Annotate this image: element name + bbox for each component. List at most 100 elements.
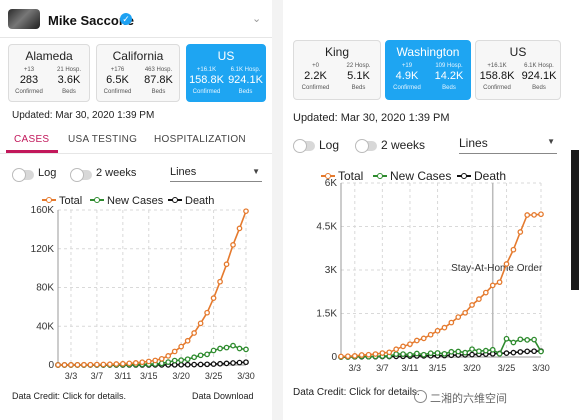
data-point-total[interactable] xyxy=(100,361,107,368)
data-point-new-cases[interactable] xyxy=(420,351,427,358)
data-point-new-cases[interactable] xyxy=(243,346,249,353)
data-point-total[interactable] xyxy=(531,212,537,218)
data-point-new-cases[interactable] xyxy=(171,357,178,364)
data-point-new-cases[interactable] xyxy=(210,347,217,354)
data-credit-link[interactable]: Data Credit: Click for details. xyxy=(12,391,127,401)
legend-new-cases[interactable]: New Cases xyxy=(90,195,163,207)
data-point-new-cases[interactable] xyxy=(469,346,475,353)
data-point-new-cases[interactable] xyxy=(531,336,537,343)
chart-type-select[interactable]: Lines ▼ xyxy=(459,136,557,154)
data-point-new-cases[interactable] xyxy=(476,348,482,355)
tab-cases[interactable]: CASES xyxy=(14,134,50,145)
data-point-new-cases[interactable] xyxy=(400,351,406,357)
data-point-total[interactable] xyxy=(503,261,510,267)
data-point-total[interactable] xyxy=(469,302,475,308)
avatar[interactable] xyxy=(8,9,40,29)
data-point-total[interactable] xyxy=(414,337,420,344)
data-point-total[interactable] xyxy=(427,331,434,338)
data-point-death[interactable] xyxy=(191,361,197,368)
data-point-new-cases[interactable] xyxy=(414,350,420,357)
data-point-death[interactable] xyxy=(204,361,210,368)
data-point-new-cases[interactable] xyxy=(393,351,400,357)
data-point-total[interactable] xyxy=(455,314,462,320)
data-point-total[interactable] xyxy=(236,225,243,232)
region-card-alameda[interactable]: Alameda +13 21 Hosp. 283 3.6K Confirmed … xyxy=(8,44,90,102)
data-point-death[interactable] xyxy=(510,349,517,356)
data-point-new-cases[interactable] xyxy=(455,348,462,355)
region-card-washington[interactable]: Washington +19 109 Hosp. 4.9K 14.2K Conf… xyxy=(385,40,471,100)
data-point-total[interactable] xyxy=(338,353,344,360)
washington-cases-chart[interactable]: 0 1.5K 3K 4.5K 6K 3/3 3/7 3/11 3/15 3/20 3/25 3/30 S… xyxy=(283,0,569,420)
data-point-total[interactable] xyxy=(107,361,113,368)
data-point-total[interactable] xyxy=(191,330,197,336)
data-point-total[interactable] xyxy=(74,361,81,368)
data-point-new-cases[interactable] xyxy=(524,337,531,343)
data-point-new-cases[interactable] xyxy=(197,352,204,359)
data-point-death[interactable] xyxy=(223,360,230,367)
data-point-new-cases[interactable] xyxy=(503,335,510,342)
log-toggle[interactable] xyxy=(293,139,315,153)
data-point-total[interactable] xyxy=(448,319,455,326)
data-point-total[interactable] xyxy=(420,335,427,342)
data-point-total[interactable] xyxy=(165,353,172,359)
data-point-total[interactable] xyxy=(393,346,400,353)
data-point-new-cases[interactable] xyxy=(462,349,468,356)
data-point-new-cases[interactable] xyxy=(427,350,434,357)
data-point-total[interactable] xyxy=(365,351,372,358)
data-point-total[interactable] xyxy=(243,208,249,215)
data-point-death[interactable] xyxy=(210,361,217,367)
region-card-us[interactable]: US +16.1K 6.1K Hosp. 158.8K 924.1K Confi… xyxy=(186,44,266,102)
data-point-total[interactable] xyxy=(113,361,120,367)
data-point-total[interactable] xyxy=(386,349,393,356)
data-point-total[interactable] xyxy=(171,348,178,355)
data-point-new-cases[interactable] xyxy=(191,354,197,361)
data-download-link[interactable]: Data Download xyxy=(192,391,254,401)
data-point-death[interactable] xyxy=(503,350,510,356)
data-point-total[interactable] xyxy=(482,289,489,296)
data-point-new-cases[interactable] xyxy=(165,359,172,365)
data-point-new-cases[interactable] xyxy=(217,345,223,352)
data-point-total[interactable] xyxy=(178,343,185,350)
legend-death[interactable]: Death xyxy=(168,195,214,207)
data-point-total[interactable] xyxy=(145,358,152,365)
data-point-new-cases[interactable] xyxy=(204,351,210,358)
data-point-total[interactable] xyxy=(87,361,94,368)
data-point-total[interactable] xyxy=(197,320,204,327)
data-point-new-cases[interactable] xyxy=(448,348,455,355)
data-point-new-cases[interactable] xyxy=(434,350,441,356)
data-point-total[interactable] xyxy=(139,359,146,366)
data-point-total[interactable] xyxy=(345,353,351,360)
legend-total[interactable]: Total xyxy=(321,169,363,183)
data-point-new-cases[interactable] xyxy=(517,336,524,343)
data-point-total[interactable] xyxy=(119,360,126,367)
data-point-new-cases[interactable] xyxy=(496,350,503,357)
data-point-total[interactable] xyxy=(94,361,100,368)
data-point-death[interactable] xyxy=(230,360,236,366)
region-card-king[interactable]: King +0 22 Hosp. 2.2K 5.1K Confirmed Bed… xyxy=(293,40,381,100)
data-point-total[interactable] xyxy=(476,296,482,302)
data-point-total[interactable] xyxy=(496,279,503,286)
data-point-new-cases[interactable] xyxy=(158,360,165,367)
data-point-total[interactable] xyxy=(517,229,524,235)
data-point-death[interactable] xyxy=(517,349,524,355)
data-point-total[interactable] xyxy=(210,295,217,302)
data-point-new-cases[interactable] xyxy=(184,356,191,363)
data-point-new-cases[interactable] xyxy=(482,347,489,354)
data-point-total[interactable] xyxy=(230,242,236,248)
data-point-total[interactable] xyxy=(441,324,448,331)
data-point-total[interactable] xyxy=(407,341,413,348)
legend-total[interactable]: Total xyxy=(42,195,82,207)
data-point-death[interactable] xyxy=(243,359,249,366)
data-point-total[interactable] xyxy=(158,355,165,362)
data-point-total[interactable] xyxy=(372,351,379,357)
data-point-total[interactable] xyxy=(358,352,365,358)
data-point-total[interactable] xyxy=(68,362,74,368)
data-point-total[interactable] xyxy=(400,343,406,350)
data-point-total[interactable] xyxy=(510,246,517,253)
data-point-new-cases[interactable] xyxy=(236,345,243,352)
us-cases-chart[interactable]: 0 40K 80K 120K 160K 3/3 3/7 3/11 3/15 3/20 3/25 3/3… xyxy=(0,0,272,420)
region-card-us[interactable]: US +16.1K 6.1K Hosp. 158.8K 924.1K Confi… xyxy=(475,40,561,100)
tab-hospitalization[interactable]: HOSPITALIZATION xyxy=(154,134,246,145)
region-card-california[interactable]: California +176 463 Hosp. 6.5K 87.8K Con… xyxy=(96,44,180,102)
log-toggle[interactable] xyxy=(12,168,34,182)
